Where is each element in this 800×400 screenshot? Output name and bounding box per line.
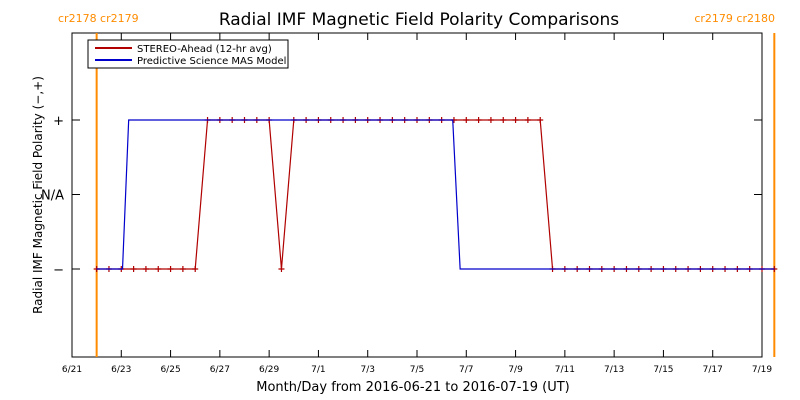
legend: STEREO-Ahead (12-hr avg) Predictive Scie… (87, 39, 289, 69)
data-point-stereo (155, 266, 162, 272)
data-point-stereo (537, 117, 544, 123)
series-line-mas-model (96, 119, 775, 270)
chart-title: Radial IMF Magnetic Field Polarity Compa… (219, 10, 619, 30)
data-point-stereo (500, 117, 507, 123)
legend-label-stereo: STEREO-Ahead (12-hr avg) (137, 44, 272, 55)
x-tick-label: 6/29 (259, 365, 279, 375)
data-point-stereo (524, 117, 531, 123)
x-tick-label: 7/19 (752, 365, 772, 375)
carrington-label-right: cr2179 cr2180 (694, 12, 775, 25)
data-point-stereo (475, 117, 482, 123)
x-tick-label: 7/17 (703, 365, 723, 375)
legend-label-mas-model: Predictive Science MAS Model (137, 56, 286, 67)
data-point-stereo (487, 117, 494, 123)
x-tick-label: 7/1 (311, 365, 325, 375)
data-point-stereo (512, 117, 519, 123)
axis-ticks: 6/21 6/23 6/25 6/27 6/29 7/1 7/3 7/5 7/7 7/9 7/11 7… (41, 33, 772, 375)
x-tick-label: 7/13 (604, 365, 624, 375)
y-tick-label: − (53, 263, 64, 278)
x-tick-label: 6/25 (160, 365, 180, 375)
x-tick-label: 6/23 (111, 365, 131, 375)
carrington-boundary-lines (95, 33, 776, 357)
data-point-stereo (130, 266, 137, 272)
y-axis-label: Radial IMF Magnetic Field Polarity (−,+) (31, 76, 45, 314)
x-tick-label: 7/9 (508, 365, 523, 375)
x-tick-label: 6/21 (62, 365, 82, 375)
y-tick-label: N/A (41, 189, 64, 204)
x-axis-label: Month/Day from 2016-06-21 to 2016-07-19 … (256, 380, 569, 395)
plot-frame (71, 32, 763, 358)
x-tick-label: 6/27 (210, 365, 230, 375)
series-layer (93, 117, 778, 272)
carrington-label-left: cr2178 cr2179 (58, 12, 139, 25)
series-line-stereo (96, 119, 775, 270)
data-point-stereo (278, 266, 285, 272)
x-tick-label: 7/11 (555, 365, 575, 375)
data-point-stereo (192, 266, 199, 272)
y-tick-label: + (53, 114, 64, 129)
data-point-stereo (142, 266, 149, 272)
data-point-stereo (179, 266, 186, 272)
data-point-stereo (167, 266, 174, 272)
legend-box (87, 39, 289, 69)
x-tick-label: 7/15 (653, 365, 673, 375)
x-tick-label: 7/7 (459, 365, 473, 375)
x-tick-label: 7/5 (410, 365, 424, 375)
data-point-stereo (463, 117, 470, 123)
x-tick-label: 7/3 (360, 365, 374, 375)
